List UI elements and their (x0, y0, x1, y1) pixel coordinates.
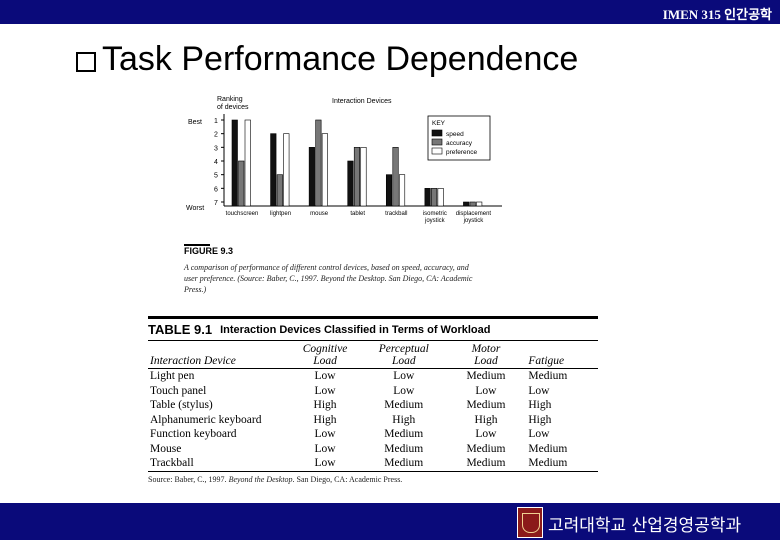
bar-preference (283, 133, 290, 207)
bar-preference (321, 133, 328, 207)
course-title: IMEN 315 인간공학 (662, 7, 772, 22)
table-row: Touch panel Low Low Low Low (150, 384, 550, 397)
col-header-cognitive: Cognitive Load (302, 343, 348, 367)
bar-preference (476, 201, 483, 207)
checkbox-bullet-icon (76, 52, 96, 72)
bar-accuracy (469, 201, 476, 207)
table-bottom-rule (148, 470, 598, 472)
y-tick-label: 4 (214, 159, 218, 166)
rank-best-label: Best (188, 119, 202, 126)
bar-accuracy (392, 147, 399, 207)
bar-preference (398, 174, 406, 207)
bar-preference (244, 119, 251, 207)
legend-label: speed (446, 131, 464, 138)
slide-title: Task Performance Dependence (102, 40, 579, 78)
table-row: Alphanumeric keyboard High High High High (150, 413, 552, 426)
y-tick-label: 2 (214, 132, 218, 139)
x-tick-label: joystick (424, 218, 446, 224)
y-tick-label: 7 (214, 200, 218, 207)
workload-table: TABLE 9.1 Interaction Devices Classified… (148, 316, 598, 484)
y-axis-label: of devices (217, 104, 249, 111)
x-tick-label: touchscreen (226, 211, 259, 217)
top-bar: IMEN 315 인간공학 (0, 0, 780, 24)
table-row: Table (stylus) High Medium Medium High (150, 399, 552, 411)
y-tick-label: 5 (214, 173, 218, 180)
table-label: TABLE 9.1 (148, 322, 213, 337)
legend-swatch-speed (431, 129, 443, 137)
table-header-rule (148, 368, 598, 369)
table-title: Interaction Devices Classified in Terms … (220, 323, 491, 336)
chart-title: Interaction Devices (332, 98, 392, 105)
table-row: Function keyboard Low Medium Low Low (150, 428, 550, 440)
x-tick-label: trackball (385, 211, 407, 217)
table-row: Trackball Low Medium Medium Medium (150, 457, 568, 469)
y-tick-label: 1 (214, 118, 218, 125)
legend-title: KEY (432, 120, 446, 127)
university-name: 고려대학교 산업경영공학과 (548, 516, 742, 536)
legend-label: preference (446, 149, 477, 156)
shield-icon (522, 513, 540, 533)
bar-speed (231, 119, 238, 207)
table-header-row: Interaction Device Cognitive Load Percept… (148, 341, 598, 368)
col-header-fatigue: Fatigue (528, 355, 565, 367)
x-tick-label: lightpen (270, 211, 291, 217)
bar-preference (360, 147, 367, 207)
col-header-perceptual: Perceptual Load (378, 343, 429, 367)
col-header-device: Interaction Device (150, 355, 236, 367)
figure-caption-title: FIGURE 9.3 (184, 246, 234, 256)
table-source: Source: Baber, C., 1997. Beyond the Desk… (148, 474, 403, 484)
figure-rule (184, 244, 210, 246)
bar-speed (270, 133, 277, 207)
x-tick-label: mouse (310, 211, 329, 217)
legend-label: accuracy (446, 140, 473, 147)
bar-speed (308, 147, 315, 207)
workload-table-grid: Interaction Device Cognitive Load Percept… (148, 341, 598, 471)
x-tick-label: tablet (350, 211, 365, 217)
figure-caption-text: A comparison of performance of different… (184, 263, 473, 294)
x-tick-label: joystick (463, 218, 485, 224)
bar-accuracy (276, 174, 283, 207)
x-tick-label: isometric (423, 211, 447, 217)
table-title-rule (148, 340, 598, 341)
table-row: Light pen Low Low Medium Medium (150, 370, 568, 382)
bar-speed (347, 160, 354, 207)
table-row: Mouse Low Medium Medium Medium (150, 442, 568, 455)
bar-speed (463, 201, 470, 207)
bar-accuracy (353, 147, 361, 207)
university-logo (517, 507, 543, 538)
ranking-figure: Ranking of devices Interaction Devices Best… (184, 92, 504, 292)
slide-title-row: Task Performance Dependence (76, 40, 578, 79)
y-tick-label: 3 (214, 145, 218, 152)
rank-worst-label: Worst (186, 205, 204, 212)
legend-swatch-accuracy (431, 138, 443, 146)
table-title-row: TABLE 9.1 Interaction Devices Classified… (148, 319, 598, 340)
col-header-motor: Motor Load (471, 343, 501, 367)
bottom-bar (0, 503, 780, 540)
bar-accuracy (238, 160, 245, 207)
bar-accuracy (315, 119, 322, 207)
bar-speed (424, 188, 431, 207)
y-tick-label: 6 (214, 186, 218, 193)
legend-swatch-preference (431, 147, 443, 155)
x-tick-label: displacement (456, 211, 492, 217)
y-axis-label: Ranking (217, 96, 243, 103)
bar-preference (437, 188, 444, 207)
bar-accuracy (431, 188, 438, 207)
bar-speed (385, 174, 393, 207)
table-top-rule (148, 316, 598, 319)
